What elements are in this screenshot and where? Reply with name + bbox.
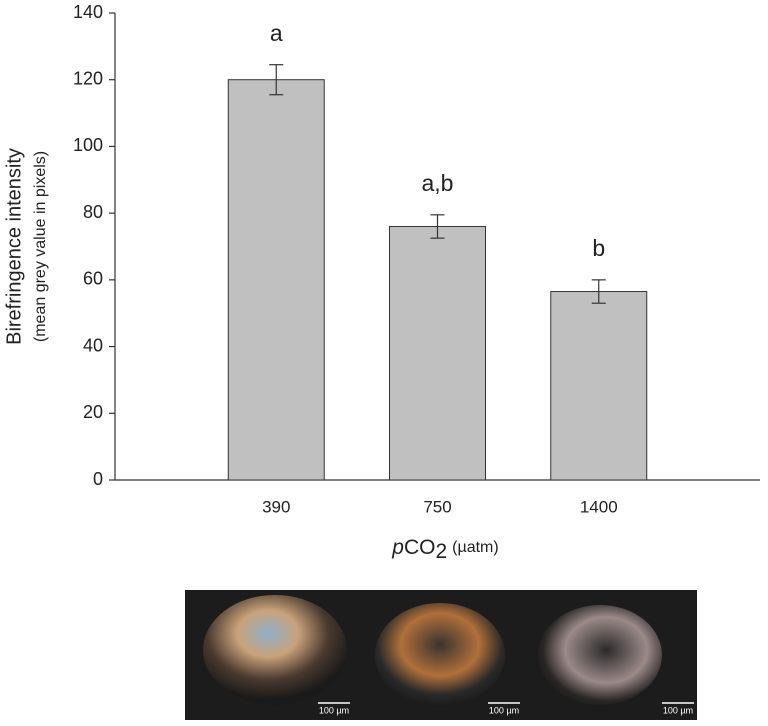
y-tick-label: 120	[73, 68, 103, 88]
x-tick-label: 1400	[580, 497, 618, 516]
significance-label: a,b	[422, 170, 454, 196]
micrograph	[538, 605, 662, 705]
y-tick-label: 40	[83, 335, 103, 355]
x-axis-label: pCO2 (µatm)	[391, 536, 498, 563]
micrograph	[203, 595, 347, 705]
y-axis-sublabel: (mean grey value in pixels)	[32, 151, 49, 342]
significance-label: b	[592, 235, 605, 261]
significance-label: a	[270, 20, 283, 46]
y-tick-label: 80	[83, 202, 103, 222]
y-tick-label: 140	[73, 2, 103, 22]
y-tick-label: 60	[83, 269, 103, 289]
scale-bar-label: 100 µm	[319, 705, 349, 715]
x-axis-label-part: 2	[435, 540, 447, 563]
chart: 0 20 40 60 80 100 120 140 390 a 750 a,b 1400 b Birefri…	[3, 2, 760, 563]
bar	[227, 79, 325, 481]
scale-bar-label: 100 µm	[663, 705, 693, 715]
x-axis-label-part: CO	[404, 536, 436, 559]
scale-bar-label: 100 µm	[489, 705, 519, 715]
x-axis-label-part: (µatm)	[452, 539, 499, 556]
y-axis-label: Birefringence intensity	[3, 148, 25, 345]
x-tick-label: 750	[423, 497, 451, 516]
x-tick-label: 390	[262, 497, 290, 516]
error-bar	[430, 214, 445, 239]
x-axis-label-part: p	[391, 536, 404, 559]
y-tick-label: 0	[93, 469, 103, 489]
micrographs: 100 µm 100 µm 100 µm	[185, 590, 697, 720]
y-tick-label: 20	[83, 402, 103, 422]
error-bar	[591, 279, 606, 304]
bar	[550, 291, 648, 481]
error-bar	[269, 64, 284, 96]
y-tick-label: 100	[73, 135, 103, 155]
micrograph	[375, 603, 505, 707]
bar	[389, 225, 486, 481]
